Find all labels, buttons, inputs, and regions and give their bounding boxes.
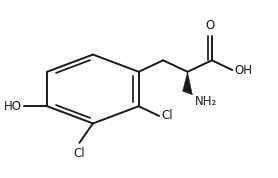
Text: Cl: Cl	[161, 109, 173, 122]
Polygon shape	[183, 72, 192, 95]
Text: OH: OH	[234, 64, 252, 77]
Text: HO: HO	[4, 100, 22, 113]
Text: NH₂: NH₂	[195, 95, 217, 108]
Text: O: O	[205, 19, 214, 32]
Text: Cl: Cl	[74, 147, 85, 160]
